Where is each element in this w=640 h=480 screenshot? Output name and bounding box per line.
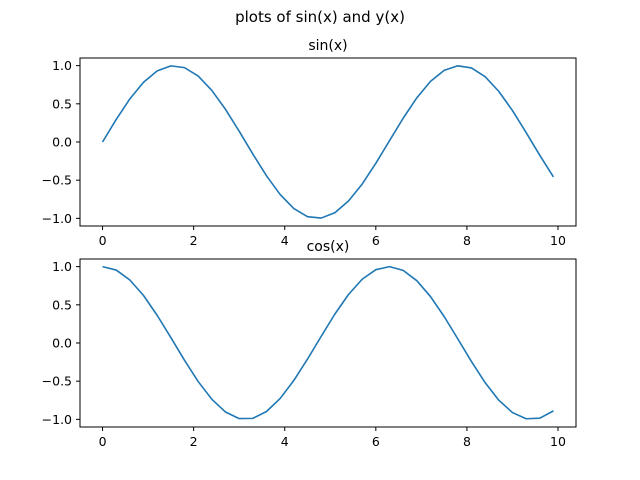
sin-ytick-label: 0.5 bbox=[52, 96, 72, 111]
cos-xtick-label: 8 bbox=[463, 434, 471, 449]
subplot-cos-frame bbox=[79, 258, 577, 428]
subplot-cos: cos(x) 0 2 4 6 8 10 −1.0 −0.5 0.0 0.5 1.0 bbox=[42, 239, 577, 449]
sin-series-line bbox=[101, 64, 555, 219]
cos-xtick-label: 0 bbox=[99, 434, 107, 449]
cos-series-line bbox=[102, 265, 554, 420]
cos-xtick-label: 2 bbox=[190, 434, 198, 449]
sin-ytick-label: −1.0 bbox=[42, 211, 72, 226]
cos-ytick-label: 0.5 bbox=[52, 297, 72, 312]
sin-xtick-label: 4 bbox=[281, 233, 289, 248]
cos-ytick-label: −1.0 bbox=[42, 412, 72, 427]
sin-xtick-label: 8 bbox=[463, 233, 471, 248]
cos-xtick-label: 4 bbox=[281, 434, 289, 449]
sin-ytick-label: 1.0 bbox=[52, 58, 72, 73]
sin-ytick-label: 0.0 bbox=[52, 135, 72, 150]
subplot-sin-frame bbox=[79, 57, 577, 227]
cos-xtick-label: 10 bbox=[550, 434, 566, 449]
cos-ytick-label: 1.0 bbox=[52, 259, 72, 274]
subplot-sin: sin(x) 0 2 4 6 8 10 −1.0 −0.5 0.0 0.5 1.0 bbox=[42, 38, 577, 248]
subplot-cos-title: cos(x) bbox=[307, 239, 350, 255]
subplot-sin-title: sin(x) bbox=[308, 38, 347, 54]
sin-xtick-label: 2 bbox=[190, 233, 198, 248]
subplot-cos-ticks: 0 2 4 6 8 10 −1.0 −0.5 0.0 0.5 1.0 bbox=[42, 259, 566, 449]
cos-xtick-label: 6 bbox=[372, 434, 380, 449]
subplot-sin-ticks: 0 2 4 6 8 10 −1.0 −0.5 0.0 0.5 1.0 bbox=[42, 58, 566, 248]
sin-xtick-label: 6 bbox=[372, 233, 380, 248]
cos-ytick-label: 0.0 bbox=[52, 336, 72, 351]
cos-ytick-label: −0.5 bbox=[42, 374, 72, 389]
sin-xtick-label: 0 bbox=[99, 233, 107, 248]
sin-ytick-label: −0.5 bbox=[42, 173, 72, 188]
sin-xtick-label: 10 bbox=[550, 233, 566, 248]
figure-suptitle: plots of sin(x) and y(x) bbox=[235, 8, 405, 26]
